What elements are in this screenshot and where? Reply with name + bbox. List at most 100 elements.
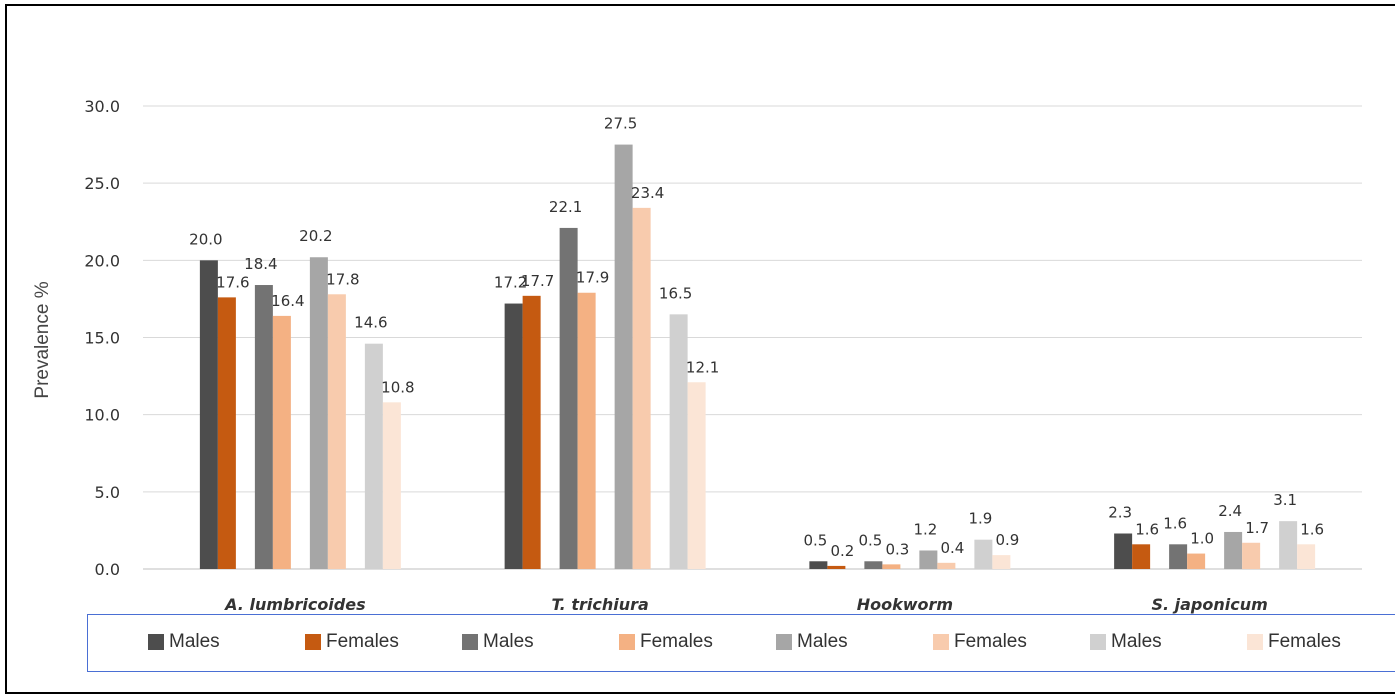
legend-item: Females xyxy=(619,631,713,652)
x-category-label: T. trichiura xyxy=(551,595,648,614)
data-label: 17.2 xyxy=(494,274,527,292)
data-label: 20.2 xyxy=(299,227,332,245)
bar xyxy=(1114,533,1133,569)
data-label: 1.6 xyxy=(1135,520,1159,538)
data-label: 17.6 xyxy=(216,273,249,291)
gridlines xyxy=(143,105,1362,570)
bar xyxy=(882,564,901,569)
y-tick-label: 15.0 xyxy=(84,329,120,348)
y-tick-label: 0.0 xyxy=(95,560,120,579)
bar-chart: Prevalence % 0.05.010.015.020.025.030.0 … xyxy=(32,97,1362,614)
bar xyxy=(669,314,688,569)
legend-item: Females xyxy=(1247,631,1341,652)
data-label: 1.0 xyxy=(1190,530,1214,548)
bar xyxy=(1242,542,1261,569)
bar xyxy=(199,260,218,569)
legend: Males Females Males Females Males Females Male… xyxy=(87,614,1395,672)
data-label: 0.4 xyxy=(940,539,964,557)
bar xyxy=(1169,544,1188,569)
data-labels: 20.0 17.618.4 16.4 20.2 17.8 14.6 10.8 17.217.7… xyxy=(189,115,1324,560)
y-tick-label: 5.0 xyxy=(95,483,120,502)
bar xyxy=(687,382,706,569)
legend-swatch xyxy=(619,634,635,650)
bar xyxy=(522,295,541,569)
x-category-label: Hookworm xyxy=(857,595,953,614)
data-label: 0.3 xyxy=(885,540,909,558)
data-label: 3.1 xyxy=(1273,491,1297,509)
data-label: 0.9 xyxy=(995,531,1019,549)
bar xyxy=(974,539,993,569)
legend-item: Males xyxy=(1090,631,1162,652)
data-label: 23.4 xyxy=(631,184,664,202)
data-label: 2.4 xyxy=(1218,502,1242,520)
legend-swatch xyxy=(776,634,792,650)
legend-swatch xyxy=(933,634,949,650)
legend-label: Males xyxy=(1111,631,1162,652)
data-label: 1.6 xyxy=(1163,514,1187,532)
legend-label: Males xyxy=(169,631,220,652)
bar xyxy=(1297,544,1316,569)
data-label: 22.1 xyxy=(549,198,582,216)
data-label: 1.6 xyxy=(1300,520,1324,538)
bar xyxy=(1187,553,1206,569)
bar xyxy=(1224,531,1243,569)
y-tick-label: 10.0 xyxy=(84,406,120,425)
x-axis-categories: A. lumbricoides T. trichiura Hookworm S. ja… xyxy=(223,595,1268,614)
bar xyxy=(1279,521,1298,569)
y-tick-label: 30.0 xyxy=(84,97,120,116)
x-category-label: A. lumbricoides xyxy=(223,595,366,614)
legend-swatch xyxy=(462,634,478,650)
legend-label: Males xyxy=(797,631,848,652)
data-label: 0.2 xyxy=(830,542,854,560)
data-label: 0.5 xyxy=(858,531,882,549)
legend-swatch xyxy=(305,634,321,650)
legend-label: Females xyxy=(640,631,713,652)
chart-frame xyxy=(5,4,1395,694)
bar xyxy=(327,294,346,569)
data-label: 14.6 xyxy=(354,314,387,332)
bar xyxy=(614,144,633,570)
data-label: 18.4 xyxy=(244,255,277,273)
data-label: 20.0 xyxy=(189,230,222,248)
data-label: 16.4 xyxy=(271,292,304,310)
bar xyxy=(309,257,328,569)
bar xyxy=(992,555,1011,569)
legend-swatch xyxy=(1090,634,1106,650)
bar xyxy=(809,561,828,569)
legend-item: Females xyxy=(933,631,1027,652)
data-label: 1.2 xyxy=(913,520,937,538)
bar xyxy=(504,303,523,569)
legend-label: Females xyxy=(326,631,399,652)
legend-item: Females xyxy=(305,631,399,652)
bar xyxy=(272,315,291,569)
data-label: 12.1 xyxy=(686,358,719,376)
bar xyxy=(864,561,883,569)
legend-item: Males xyxy=(776,631,848,652)
bars xyxy=(199,144,1316,570)
bar xyxy=(254,285,273,569)
bar xyxy=(577,292,596,569)
data-label: 10.8 xyxy=(381,378,414,396)
bar xyxy=(1132,544,1151,569)
bar xyxy=(559,227,578,569)
x-category-label: S. japonicum xyxy=(1151,595,1267,614)
bar xyxy=(632,207,651,570)
legend-swatch xyxy=(148,634,164,650)
data-label: 17.8 xyxy=(326,270,359,288)
data-label: 1.7 xyxy=(1245,519,1269,537)
legend-item: Males xyxy=(462,631,534,652)
bar xyxy=(919,550,938,569)
legend-swatch xyxy=(1247,634,1263,650)
data-label: 1.9 xyxy=(968,510,992,528)
bar xyxy=(217,297,236,569)
data-label: 17.7 xyxy=(521,272,554,290)
data-label: 2.3 xyxy=(1108,504,1132,522)
legend-item: Males xyxy=(148,631,220,652)
bar xyxy=(827,565,846,569)
bar xyxy=(382,402,401,569)
data-label: 27.5 xyxy=(604,115,637,133)
y-tick-label: 20.0 xyxy=(84,251,120,270)
bar xyxy=(937,562,956,569)
y-axis-ticks: 0.0 5.0 10.0 15.0 20.0 25.0 30.0 xyxy=(84,97,120,579)
legend-label: Females xyxy=(954,631,1027,652)
